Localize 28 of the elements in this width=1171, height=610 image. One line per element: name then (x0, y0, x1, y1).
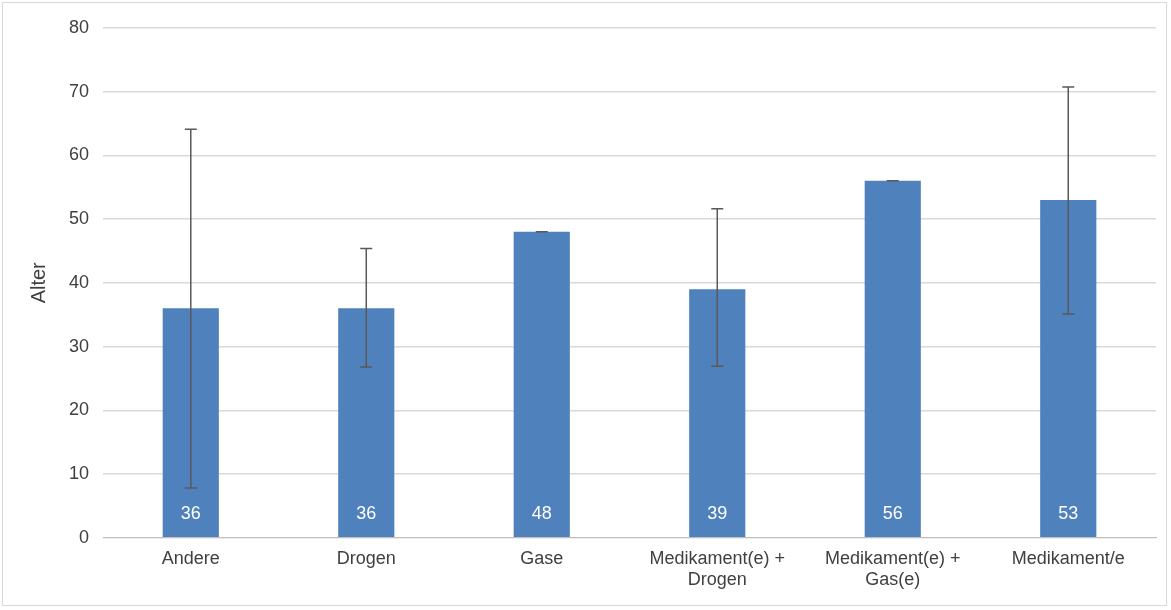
bar (338, 308, 395, 538)
bar (864, 180, 921, 538)
x-tick-label: Medikament(e) + Gas(e) (824, 547, 961, 590)
x-tick-label: Medikament(e) + Drogen (649, 547, 786, 590)
y-tick-label: 50 (68, 208, 90, 229)
y-tick-label: 40 (68, 271, 90, 292)
data-label: 56 (882, 502, 903, 523)
data-label: 36 (356, 502, 377, 523)
bar (689, 289, 746, 538)
x-tick-label: Gase (520, 547, 564, 568)
y-tick-label: 30 (68, 335, 90, 356)
data-label: 39 (707, 502, 728, 523)
y-tick-label: 60 (68, 144, 90, 165)
x-tick-label: Drogen (336, 547, 396, 568)
data-label: 53 (1058, 502, 1079, 523)
data-label: 48 (531, 502, 552, 523)
bar (162, 308, 219, 538)
y-tick-label: 20 (68, 399, 90, 420)
y-tick-label: 70 (68, 80, 90, 101)
x-tick-label: Medikament/e (1011, 547, 1125, 568)
bar (513, 231, 570, 538)
y-tick-label: 80 (68, 16, 90, 37)
y-tick-label: 10 (68, 463, 90, 484)
y-tick-label: 0 (79, 526, 90, 547)
data-label: 36 (180, 502, 201, 523)
y-axis-title: Alter (26, 261, 49, 304)
x-tick-label: Andere (161, 547, 220, 568)
bar (1040, 199, 1097, 538)
